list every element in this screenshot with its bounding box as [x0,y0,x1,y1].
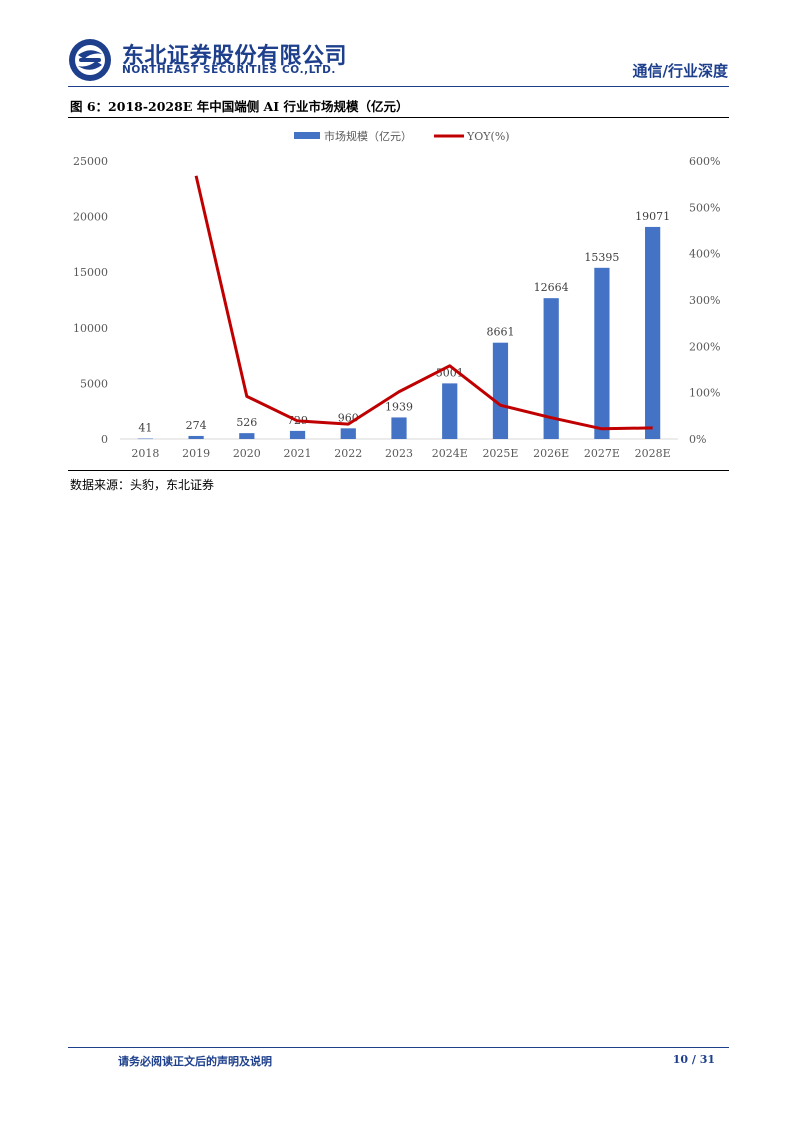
footer-disclaimer: 请务必阅读正文后的声明及说明 [118,1055,272,1068]
page-header: 东北证券股份有限公司 NORTHEAST SECURITIES CO.,LTD.… [68,36,728,84]
bar [645,226,661,439]
bar [289,430,306,439]
y-left-tick-label: 10000 [73,322,108,335]
page-number: 10 / 31 [672,1053,715,1066]
chart-container: 市场规模（亿元） YOY(%) 0 5000 10000 15000 20000 2500… [68,120,729,470]
y-left-tick-label: 5000 [80,377,108,390]
bar [188,435,204,439]
figure-source: 数据来源：头豹，东北证券 [70,478,215,492]
y-left-tick-label: 15000 [73,266,108,279]
bar [239,433,255,439]
bar [492,342,509,439]
y-right-tick-label: 600% [689,155,720,168]
bar [340,428,356,439]
bar-data-label: 12664 [534,281,569,294]
brand-name-english: NORTHEAST SECURITIES CO.,LTD. [122,64,336,76]
northeast-securities-logo-icon [69,39,111,81]
bar-data-label: 41 [138,422,152,435]
bar-series [137,226,661,440]
bar [543,298,559,439]
bar-data-label: 19071 [635,210,670,223]
x-tick-label: 2026E [533,447,569,460]
x-tick-label: 2022 [334,447,362,460]
legend-label-bars: 市场规模（亿元） [324,129,412,143]
bar-data-label: 526 [236,416,257,429]
x-tick-label: 2019 [182,447,210,460]
legend-swatch-bars [294,132,320,139]
y-right-tick-label: 500% [689,201,720,214]
x-tick-label: 2024E [432,447,468,460]
x-tick-label: 2027E [584,447,620,460]
bar-data-labels: 41 274 526 729 96019395001866112664153951907… [138,210,670,435]
header-divider [68,86,729,87]
x-tick-label: 2028E [635,447,671,460]
x-tick-label: 2021 [284,447,312,460]
bar [442,383,458,439]
chart-axes: 0 5000 10000 15000 20000 25000 0% 100% 200% 300% 4… [73,155,720,460]
y-right-tick-label: 0% [689,433,706,446]
bar-data-label: 8661 [486,326,514,339]
bar-data-label: 1939 [385,400,413,413]
bar [137,438,153,440]
figure-bottom-rule [68,470,729,471]
x-tick-label: 2025E [482,447,518,460]
market-size-chart: 市场规模（亿元） YOY(%) 0 5000 10000 15000 20000 2500… [73,129,720,460]
footer-divider [68,1047,729,1048]
y-right-tick-label: 300% [689,294,720,307]
legend-label-line: YOY(%) [466,130,510,143]
y-right-tick-label: 100% [689,387,720,400]
x-tick-label: 2018 [131,447,159,460]
figure-title: 图 6：2018-2028E 年中国端侧 AI 行业市场规模（亿元） [70,99,409,114]
y-left-tick-label: 20000 [73,211,108,224]
section-label: 通信/行业深度 [632,62,728,80]
y-left-tick-label: 25000 [73,155,108,168]
bar [594,267,610,439]
x-tick-label: 2020 [233,447,261,460]
x-tick-label: 2023 [385,447,413,460]
figure-top-rule [68,117,729,118]
y-left-tick-label: 0 [101,433,108,446]
brand-name-chinese: 东北证券股份有限公司 [122,44,348,69]
bar-data-label: 15395 [584,251,619,264]
bar [391,417,407,439]
y-right-tick-label: 200% [689,340,720,353]
chart-legend: 市场规模（亿元） YOY(%) [294,129,510,143]
yoy-line-series [194,175,653,431]
bar-data-label: 274 [186,419,207,432]
yoy-line [194,175,653,431]
y-right-tick-label: 400% [689,248,720,261]
